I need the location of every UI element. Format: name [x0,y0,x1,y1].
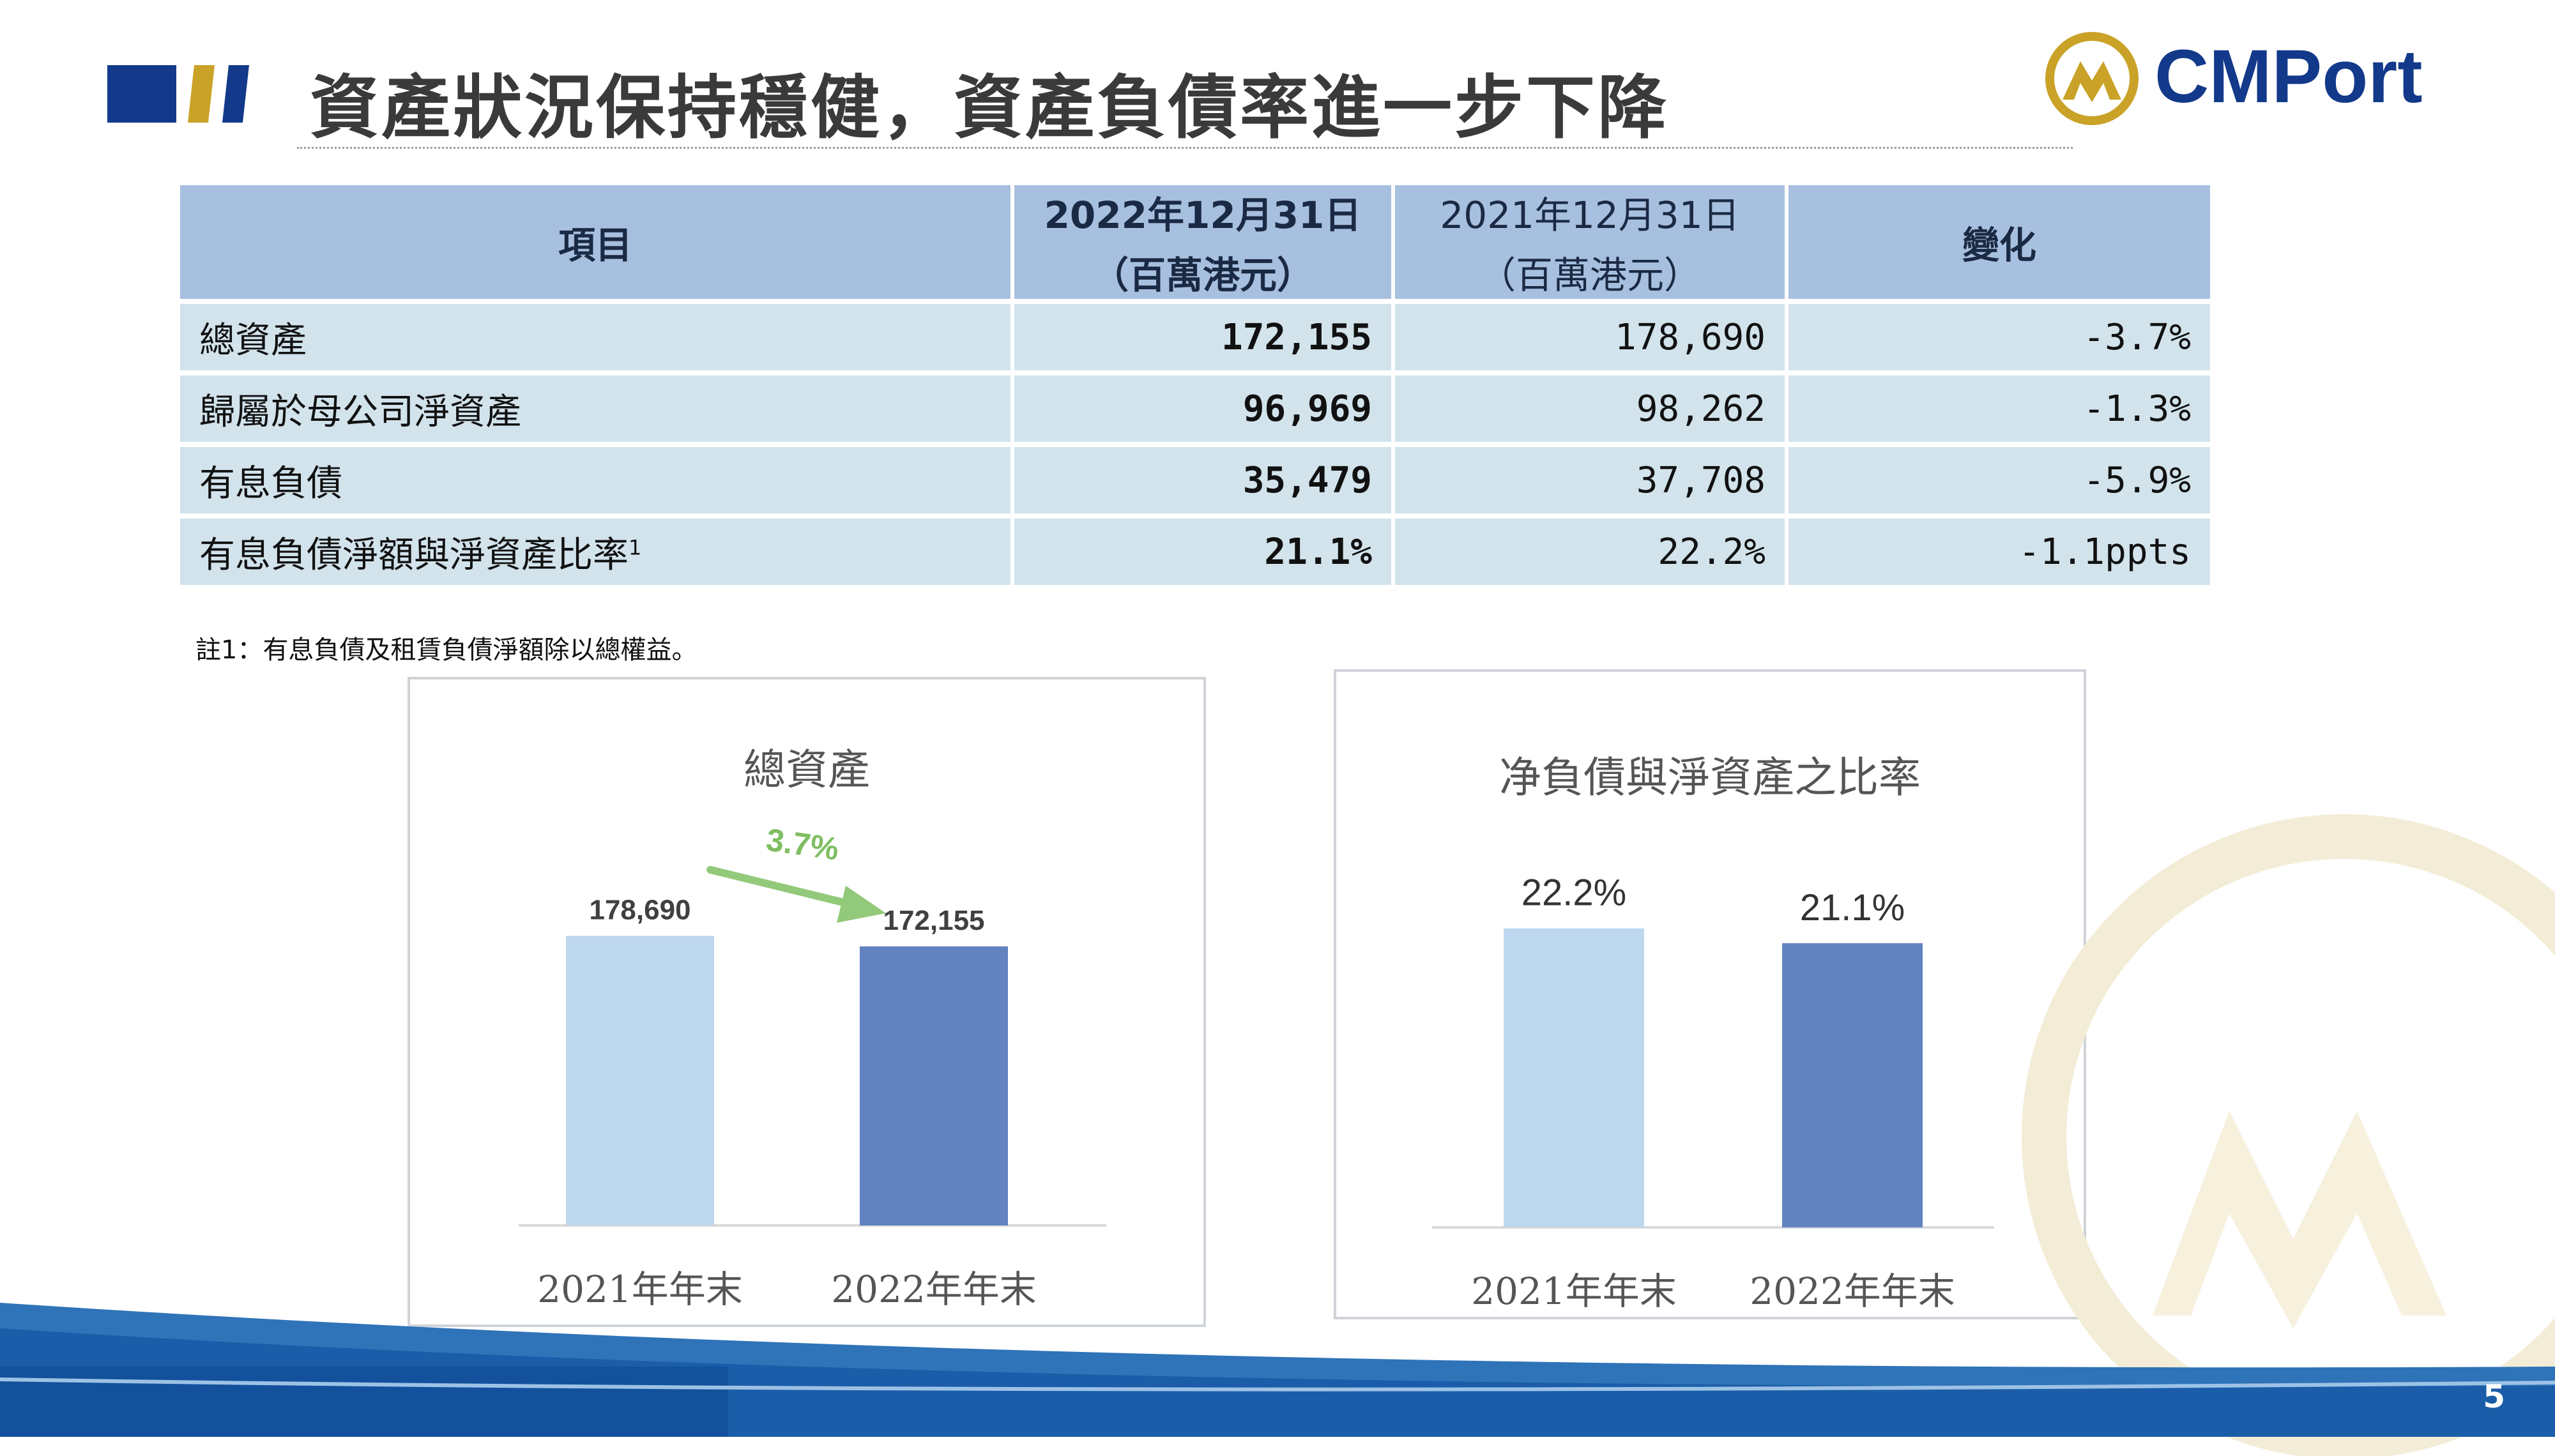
value-change: -3.7% [1788,304,2210,370]
page-number: 5 [2483,1378,2505,1415]
logo-mountain-icon [2063,61,2121,102]
chart-plot: 22.2% 2021年年末 21.1% 2022年年末 [1432,872,1994,1313]
value-2022: 172,155 [1014,304,1391,370]
chart-plot: 178,690 2021年年末 172,155 2022年年末 3.7% [519,822,1106,1311]
col-header-2021-date: 2021年12月31日 [1440,193,1740,237]
row-label: 有息負債 [180,447,1011,513]
bar [1504,928,1644,1227]
table-row: 有息負債淨額與淨資產比率1 21.1% 22.2% -1.1ppts [180,519,2210,585]
bar [566,936,714,1225]
trend-arrow-head-icon [837,886,886,923]
footnote: 註1：有息負債及租賃負債淨額除以總權益。 [195,635,698,665]
category-label: 2022年年末 [1750,1270,1955,1313]
net-debt-ratio-chart: 净負債與淨資產之比率 22.2% 2021年年末 21.1% 2022年年末 [1334,669,2086,1319]
footer-band [0,1303,2555,1437]
bar [860,946,1008,1225]
value-2022: 35,479 [1014,447,1391,513]
category-label: 2021年年末 [1471,1270,1677,1313]
col-header-2022: 2022年12月31日 （百萬港元） [1014,185,1391,299]
col-header-2022-date: 2022年12月31日 [1044,193,1362,237]
title-mark-navy [107,65,176,123]
chart-title: 净負債與淨資產之比率 [1499,753,1921,802]
title-mark-blue [222,65,249,123]
trend-arrow-line [706,866,855,908]
value-change: -5.9% [1788,447,2210,513]
col-header-2021-unit: （百萬港元） [1478,254,1701,297]
total-assets-chart: 總資產 178,690 2021年年末 172,155 2022年年末 3.7% [408,677,1206,1327]
logo-ring-icon [2045,32,2139,125]
data-label: 22.2% [1522,872,1626,914]
cmport-logo: CMPort [2045,32,2423,125]
col-header-2022-unit: （百萬港元） [1091,254,1314,297]
row-label: 歸屬於母公司淨資產 [180,375,1011,442]
value-2021: 22.2% [1395,519,1785,585]
row-label: 總資產 [180,304,1011,370]
value-2021: 37,708 [1395,447,1785,513]
col-header-change: 變化 [1788,185,2210,299]
data-label: 21.1% [1800,887,1905,929]
value-change: -1.3% [1788,375,2210,442]
value-2022: 96,969 [1014,375,1391,442]
change-annotation: 3.7% [764,822,841,867]
value-2022: 21.1% [1014,519,1391,585]
title-decoration [107,65,249,123]
col-header-2021: 2021年12月31日 （百萬港元） [1395,185,1785,299]
logo-text: CMPort [2155,34,2423,119]
value-2021: 98,262 [1395,375,1785,442]
category-label: 2021年年末 [537,1268,743,1311]
footnote-marker: 1 [629,535,642,559]
data-label: 172,155 [883,905,984,936]
table-row: 歸屬於母公司淨資產 96,969 98,262 -1.3% [180,375,2210,442]
value-change: -1.1ppts [1788,519,2210,585]
financial-table: 項目 2022年12月31日 （百萬港元） 2021年12月31日 （百萬港元）… [176,180,2214,590]
title-divider [297,147,2073,149]
row-label: 有息負債淨額與淨資產比率1 [180,519,1011,585]
row-label-text: 有息負債淨額與淨資產比率 [199,534,629,576]
category-label: 2022年年末 [831,1268,1037,1311]
table-header-row: 項目 2022年12月31日 （百萬港元） 2021年12月31日 （百萬港元）… [180,185,2210,299]
title-mark-gold [188,65,215,123]
table-row: 總資產 172,155 178,690 -3.7% [180,304,2210,370]
col-header-item: 項目 [180,185,1011,299]
bar [1782,943,1923,1227]
page-title: 資產狀況保持穩健，資產負債率進一步下降 [310,68,1670,148]
value-2021: 178,690 [1395,304,1785,370]
chart-title: 總資產 [744,745,870,794]
data-label: 178,690 [589,894,690,925]
table-row: 有息負債 35,479 37,708 -5.9% [180,447,2210,513]
